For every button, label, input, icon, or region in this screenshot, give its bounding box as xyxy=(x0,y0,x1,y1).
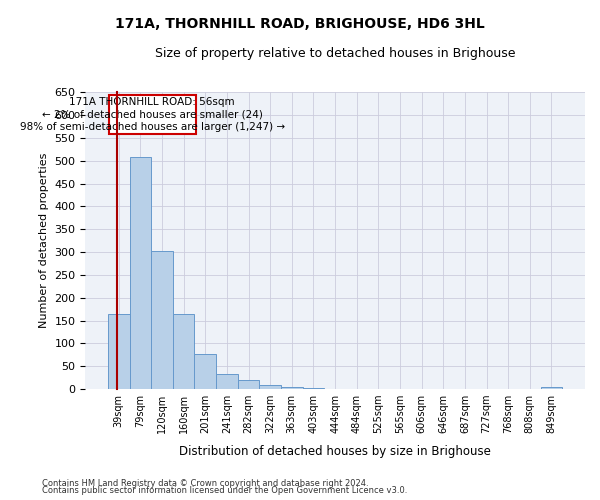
Bar xyxy=(173,314,194,389)
Text: Contains public sector information licensed under the Open Government Licence v3: Contains public sector information licen… xyxy=(42,486,407,495)
Bar xyxy=(130,157,151,389)
Text: 171A THORNHILL ROAD: 56sqm: 171A THORNHILL ROAD: 56sqm xyxy=(70,96,235,106)
FancyBboxPatch shape xyxy=(109,94,196,134)
Bar xyxy=(216,374,238,389)
Text: Contains HM Land Registry data © Crown copyright and database right 2024.: Contains HM Land Registry data © Crown c… xyxy=(42,478,368,488)
Bar xyxy=(281,386,302,389)
Text: 171A, THORNHILL ROAD, BRIGHOUSE, HD6 3HL: 171A, THORNHILL ROAD, BRIGHOUSE, HD6 3HL xyxy=(115,18,485,32)
X-axis label: Distribution of detached houses by size in Brighouse: Distribution of detached houses by size … xyxy=(179,444,491,458)
Bar xyxy=(108,314,130,389)
Bar xyxy=(238,380,259,389)
Title: Size of property relative to detached houses in Brighouse: Size of property relative to detached ho… xyxy=(155,48,515,60)
Text: 98% of semi-detached houses are larger (1,247) →: 98% of semi-detached houses are larger (… xyxy=(20,122,285,132)
Bar xyxy=(541,386,562,389)
Y-axis label: Number of detached properties: Number of detached properties xyxy=(39,153,49,328)
Bar xyxy=(194,354,216,389)
Text: ← 2% of detached houses are smaller (24): ← 2% of detached houses are smaller (24) xyxy=(42,110,263,120)
Bar xyxy=(151,251,173,389)
Bar xyxy=(302,388,324,389)
Bar xyxy=(259,386,281,389)
